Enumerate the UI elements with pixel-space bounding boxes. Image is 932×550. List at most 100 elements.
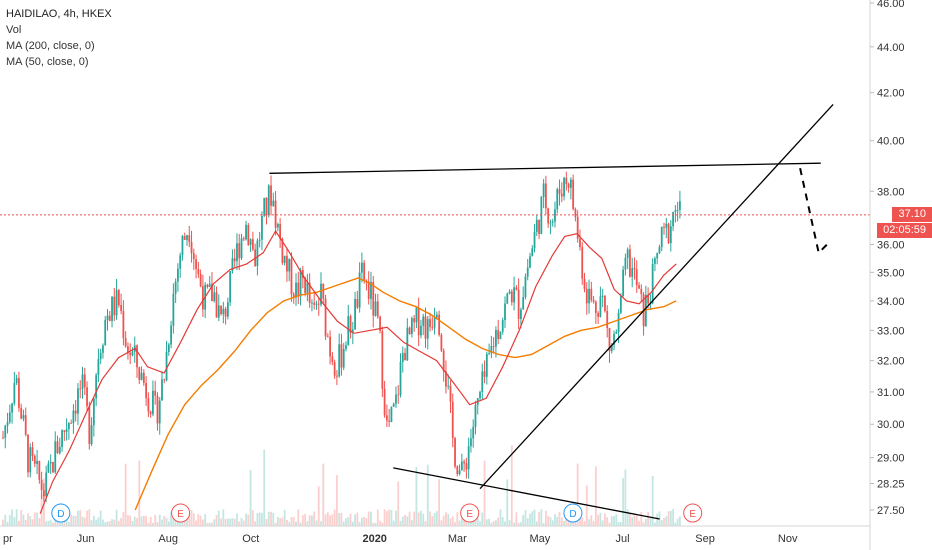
volume-bar xyxy=(622,477,625,526)
candle-body xyxy=(433,317,436,328)
volume-bar xyxy=(58,520,61,526)
trendline-support-rising xyxy=(479,104,834,490)
volume-bar xyxy=(283,509,286,526)
volume-bar xyxy=(631,517,634,526)
volume-bar xyxy=(18,520,20,526)
volume-bar xyxy=(651,475,654,526)
ma50-line xyxy=(39,229,677,514)
volume-bar xyxy=(329,515,331,526)
volume-bar xyxy=(672,509,674,526)
volume-bar xyxy=(49,519,52,526)
candle-body xyxy=(390,406,393,422)
volume-bar xyxy=(104,522,107,526)
volume-bar xyxy=(397,481,400,526)
candle-body xyxy=(88,406,91,445)
volume-bar xyxy=(388,509,391,526)
candle-body xyxy=(24,415,27,435)
volume-bar xyxy=(131,521,134,526)
candle-body xyxy=(458,470,461,474)
candle-body xyxy=(304,278,307,293)
volume-bar xyxy=(324,514,327,526)
volume-bar xyxy=(79,510,82,526)
candle-body xyxy=(295,282,297,298)
volume-bar xyxy=(113,519,116,526)
candle-body xyxy=(208,283,211,288)
candle-body xyxy=(222,308,225,315)
volume-bar xyxy=(67,521,70,526)
candle-body xyxy=(354,299,356,330)
candle-body xyxy=(102,345,104,353)
volume-bar xyxy=(504,521,506,526)
volume-bar xyxy=(351,521,354,526)
volume-bar xyxy=(476,512,479,526)
volume-bar xyxy=(281,517,284,526)
candle-body xyxy=(544,183,547,209)
volume-bar xyxy=(61,521,63,526)
candle-body xyxy=(113,296,116,316)
candle-body xyxy=(483,371,486,377)
volume-bar xyxy=(665,516,668,526)
candle-body xyxy=(242,238,245,240)
volume-bar xyxy=(445,512,447,526)
legend-ma50: MA (50, close, 0) xyxy=(6,56,89,68)
candle-body xyxy=(240,238,243,259)
candle-body xyxy=(174,281,177,294)
candle-body xyxy=(615,332,618,334)
volume-bar xyxy=(424,521,427,526)
volume-bar xyxy=(585,485,588,526)
candle-body xyxy=(40,479,43,491)
volume-bar xyxy=(201,519,204,526)
volume-bar xyxy=(547,515,550,526)
time-tick-label: Aug xyxy=(158,533,178,545)
candle-body xyxy=(338,344,341,377)
candle-body xyxy=(619,296,622,313)
candle-body xyxy=(633,268,636,270)
volume-bar xyxy=(313,511,316,526)
volume-bar xyxy=(515,512,518,526)
candle-body xyxy=(579,238,581,248)
candle-body xyxy=(124,338,127,347)
volume-bar xyxy=(574,519,577,526)
candle-body xyxy=(588,288,590,304)
candle-body xyxy=(8,412,11,423)
candle-body xyxy=(640,288,643,295)
volume-bar xyxy=(669,510,672,526)
time-tick-label: 2020 xyxy=(362,533,386,545)
volume-bar xyxy=(215,515,218,526)
volume-bar xyxy=(629,513,631,526)
event-marker-label: E xyxy=(466,509,473,520)
volume-bar xyxy=(642,522,645,526)
candle-body xyxy=(29,447,32,473)
volume-bar xyxy=(42,478,45,526)
volume-bar xyxy=(365,518,368,526)
candle-body xyxy=(524,276,527,298)
volume-bar xyxy=(11,509,13,526)
candle-body xyxy=(508,291,511,294)
volume-bar xyxy=(145,516,148,526)
candle-body xyxy=(331,356,334,363)
volume-bar xyxy=(442,515,445,526)
candle-body xyxy=(474,405,477,427)
volume-bar xyxy=(544,510,547,526)
candle-body xyxy=(520,309,522,319)
candle-body xyxy=(554,209,556,222)
candle-body xyxy=(447,385,450,387)
volume-bar xyxy=(292,517,295,526)
price-tick-label: 42.00 xyxy=(877,88,905,100)
volume-bar xyxy=(433,513,436,526)
candle-body xyxy=(290,259,293,295)
candle-body xyxy=(249,239,252,245)
price-tick-label: 33.00 xyxy=(877,325,905,337)
volume-bar xyxy=(522,514,525,526)
volume-bar xyxy=(156,522,159,526)
volume-bar xyxy=(97,517,100,526)
candle-body xyxy=(199,274,202,287)
candle-body xyxy=(531,248,534,257)
candle-body xyxy=(551,221,554,223)
legend-ma200: MA (200, close, 0) xyxy=(6,40,95,52)
volume-bar xyxy=(306,521,309,526)
candle-body xyxy=(538,219,540,234)
volume-bar xyxy=(501,517,504,526)
volume-bar xyxy=(510,445,513,526)
